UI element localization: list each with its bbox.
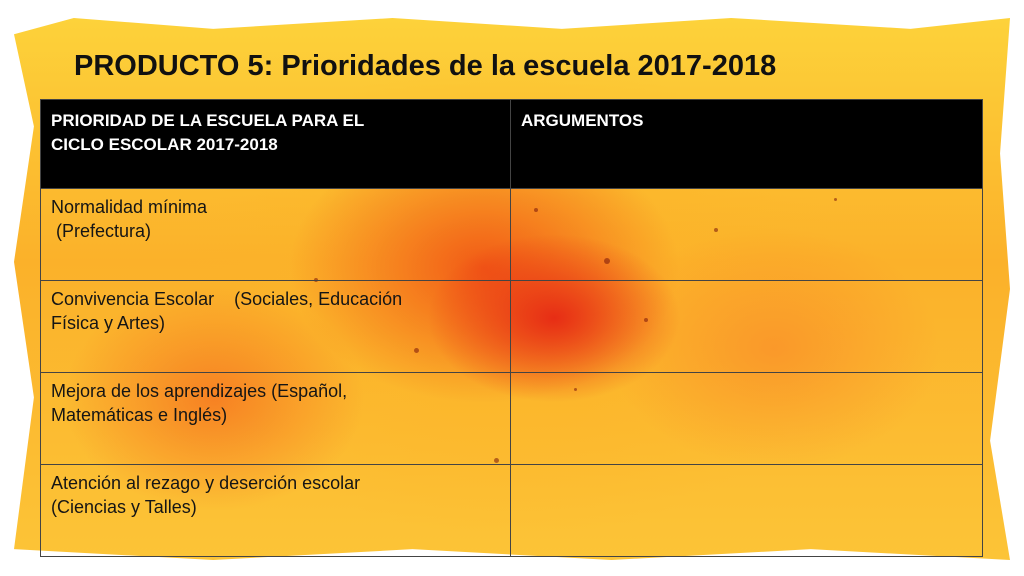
table-row: Mejora de los aprendizajes (Español, Mat… [40, 372, 983, 465]
slide-title: PRODUCTO 5: Prioridades de la escuela 20… [74, 50, 777, 82]
argument-cell[interactable] [510, 464, 983, 557]
priority-cell: Convivencia Escolar (Sociales, Educación… [40, 280, 511, 373]
argument-cell[interactable] [510, 188, 983, 281]
header-arguments-label: ARGUMENTOS [521, 111, 644, 130]
priority-line2: (Prefectura) [51, 221, 152, 241]
header-priority-line1: PRIORIDAD DE LA ESCUELA PARA EL [51, 111, 365, 130]
priority-line1: Convivencia Escolar (Sociales, Educación [51, 289, 403, 309]
argument-cell[interactable] [510, 280, 983, 373]
header-arguments: ARGUMENTOS [510, 99, 983, 189]
header-priority-line2: CICLO ESCOLAR 2017-2018 [51, 135, 278, 154]
priority-line1: Mejora de los aprendizajes (Español, [51, 381, 348, 401]
argument-text [511, 373, 982, 379]
priority-cell: Atención al rezago y deserción escolar (… [40, 464, 511, 557]
table-row: Normalidad mínima (Prefectura) [40, 188, 983, 281]
priority-cell: Mejora de los aprendizajes (Español, Mat… [40, 372, 511, 465]
argument-text [511, 281, 982, 287]
priority-line1: Atención al rezago y deserción escolar [51, 473, 361, 493]
priority-line2: Matemáticas e Inglés) [51, 405, 228, 425]
priorities-table: PRIORIDAD DE LA ESCUELA PARA EL CICLO ES… [40, 99, 983, 557]
priority-cell: Normalidad mínima (Prefectura) [40, 188, 511, 281]
table-row: Atención al rezago y deserción escolar (… [40, 464, 983, 557]
header-priority: PRIORIDAD DE LA ESCUELA PARA EL CICLO ES… [40, 99, 511, 189]
priority-line2: Física y Artes) [51, 313, 166, 333]
table-header-row: PRIORIDAD DE LA ESCUELA PARA EL CICLO ES… [40, 99, 983, 189]
argument-text [511, 189, 982, 195]
priority-line1: Normalidad mínima [51, 197, 208, 217]
argument-text [511, 465, 982, 471]
argument-cell[interactable] [510, 372, 983, 465]
priority-line2: (Ciencias y Talles) [51, 497, 197, 517]
table-row: Convivencia Escolar (Sociales, Educación… [40, 280, 983, 373]
